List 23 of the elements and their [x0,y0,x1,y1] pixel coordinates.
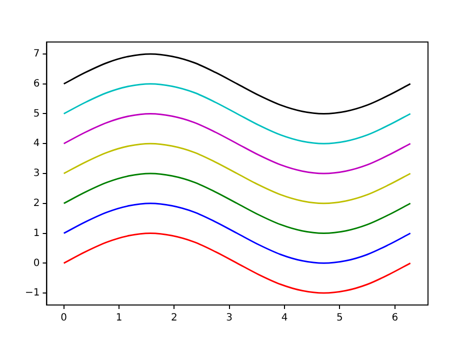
y-tick-label: 4 [33,138,40,150]
x-tick-label: 5 [336,312,343,324]
line-series [63,83,412,144]
y-tick-label: 7 [33,48,40,60]
line-series [63,172,412,234]
line-series [63,53,412,114]
x-tick-label: 1 [116,312,122,324]
line-series [63,202,412,264]
y-tick-label: 6 [33,78,40,90]
y-tick-label: 2 [33,198,40,209]
line-series [63,112,412,174]
x-tick-label: 0 [60,312,68,324]
y-tick-label: 5 [33,108,40,120]
y-tick-label: −1 [24,288,40,299]
y-tick-label: 3 [33,168,40,180]
y-tick-label: 0 [33,258,40,269]
y-tick-label: 1 [33,228,40,239]
line-series [63,142,412,204]
x-tick-label: 3 [226,312,233,324]
x-tick-label: 6 [392,312,398,324]
line-series [63,232,412,294]
x-tick-label: 4 [281,312,288,324]
x-tick-label: 2 [171,312,178,324]
